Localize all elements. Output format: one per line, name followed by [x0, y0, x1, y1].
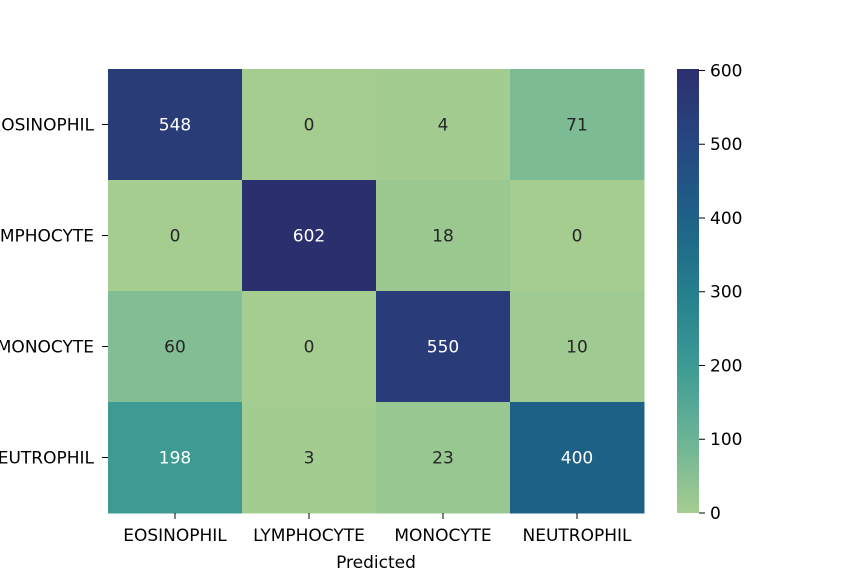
x-axis-label: Predicted — [336, 553, 416, 573]
cell-value-label: 0 — [304, 338, 315, 358]
cell-value-label: 18 — [432, 227, 454, 247]
colorbar-tick-label: 200 — [710, 356, 742, 376]
heatmap-cells: 548 0 4 71 0 602 18 0 60 0 550 10 198 3 23 400 — [108, 69, 645, 514]
heatmap-cell — [376, 180, 511, 292]
cell-value-label: 0 — [572, 227, 583, 247]
heatmap-cell — [108, 402, 243, 514]
x-tick-label: EOSINOPHIL — [123, 526, 227, 546]
heatmap-cell — [510, 180, 645, 292]
colorbar: 0 100 200 300 400 500 600 — [677, 61, 742, 524]
heatmap-cell — [108, 180, 243, 292]
heatmap-cell — [242, 402, 377, 514]
cell-value-label: 71 — [566, 116, 588, 136]
cell-value-label: 400 — [561, 449, 593, 469]
heatmap-cell — [242, 180, 377, 292]
cell-value-label: 60 — [164, 338, 186, 358]
x-tick-label: NEUTROPHIL — [523, 526, 633, 546]
heatmap-cell — [108, 291, 243, 403]
cell-value-label: 602 — [293, 227, 325, 247]
cell-value-label: 548 — [159, 116, 191, 136]
heatmap-cell — [376, 402, 511, 514]
colorbar-tick-label: 0 — [710, 504, 721, 524]
x-axis: EOSINOPHIL LYMPHOCYTE MONOCYTE NEUTROPHIL — [123, 513, 632, 546]
cell-value-label: 550 — [427, 338, 459, 358]
x-tick-label: MONOCYTE — [394, 526, 491, 546]
colorbar-tick-label: 400 — [710, 209, 742, 229]
colorbar-tick-label: 600 — [710, 61, 742, 81]
colorbar-tick-label: 500 — [710, 135, 742, 155]
colorbar-tick-label: 100 — [710, 430, 742, 450]
heatmap-cell — [242, 291, 377, 403]
cell-value-label: 198 — [159, 449, 191, 469]
heatmap-cell — [510, 291, 645, 403]
heatmap-cell — [510, 402, 645, 514]
colorbar-tick-label: 300 — [710, 283, 742, 303]
y-tick-label: LYMPHOCYTE — [0, 227, 94, 247]
heatmap-cell — [376, 69, 511, 181]
cell-value-label: 0 — [170, 227, 181, 247]
cell-value-label: 10 — [566, 338, 588, 358]
y-axis: EOSINOPHIL LYMPHOCYTE MONOCYTE NEUTROPHIL — [0, 116, 108, 469]
y-tick-label: MONOCYTE — [0, 338, 94, 358]
heatmap-cell — [108, 69, 243, 181]
cell-value-label: 23 — [432, 449, 454, 469]
heatmap-cell — [242, 69, 377, 181]
cell-value-label: 3 — [304, 449, 315, 469]
cell-value-label: 0 — [304, 116, 315, 136]
heatmap-cell — [376, 291, 511, 403]
y-tick-label: NEUTROPHIL — [0, 449, 95, 469]
cell-value-label: 4 — [438, 116, 449, 136]
colorbar-gradient — [677, 69, 699, 513]
x-tick-label: LYMPHOCYTE — [253, 526, 365, 546]
heatmap-cell — [510, 69, 645, 181]
y-tick-label: EOSINOPHIL — [0, 116, 95, 136]
